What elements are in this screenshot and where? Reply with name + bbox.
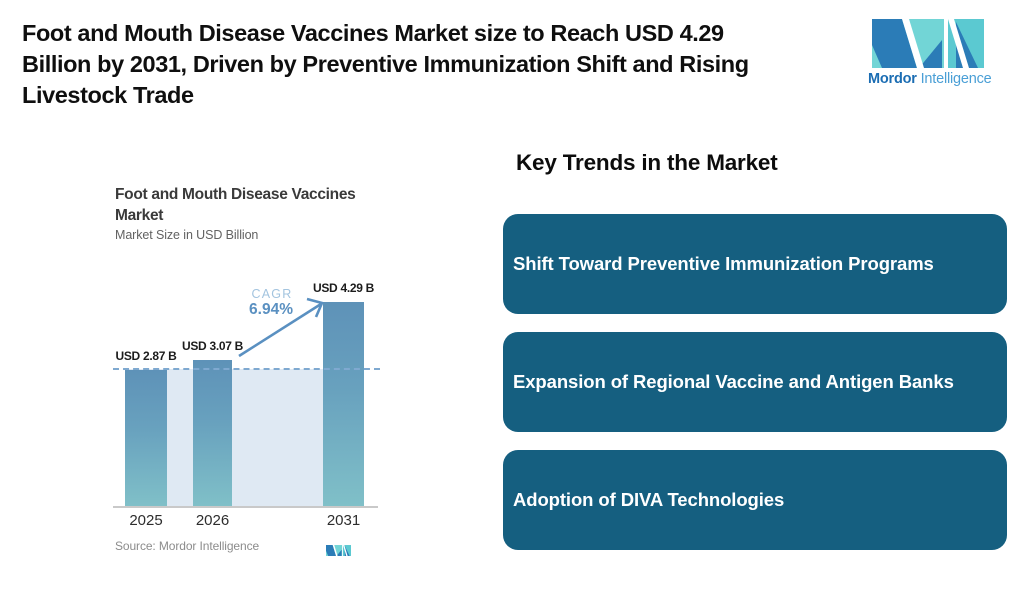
mordor-logo: Mordor Intelligence [868, 19, 992, 87]
trend-card-list: Shift Toward Preventive Immunization Pro… [503, 214, 1007, 568]
chart-title-line-2: Market [115, 207, 164, 224]
bar-value-label-2026: USD 3.07 B [181, 339, 244, 353]
year-label-2026: 2026 [195, 512, 230, 529]
trend-card-preventive-immunization: Shift Toward Preventive Immunization Pro… [503, 214, 1007, 314]
chart-title: Foot and Mouth Disease Vaccines Market [115, 184, 356, 226]
bar-value-label-2025: USD 2.87 B [115, 349, 177, 363]
trend-card-diva-technologies: Adoption of DIVA Technologies [503, 450, 1007, 550]
dashed-reference-line [113, 368, 380, 370]
trends-heading: Key Trends in the Market [516, 150, 778, 175]
year-label-2031: 2031 [326, 512, 361, 529]
bar-value-label-2031: USD 4.29 B [312, 281, 375, 295]
trend-card-label: Shift Toward Preventive Immunization Pro… [513, 253, 934, 274]
chart-subtitle: Market Size in USD Billion [115, 228, 259, 242]
cagr-label: CAGR [251, 287, 293, 301]
bar-2026 [193, 360, 232, 507]
page-title: Foot and Mouth Disease Vaccines Market s… [22, 18, 854, 111]
bar-2031 [323, 302, 364, 507]
trend-card-label: Adoption of DIVA Technologies [513, 489, 785, 510]
brand-name: Mordor Intelligence [868, 71, 992, 87]
growth-arrow-icon [235, 294, 330, 367]
chart-title-line-1: Foot and Mouth Disease Vaccines [115, 186, 356, 203]
trend-card-vaccine-antigen-banks: Expansion of Regional Vaccine and Antige… [503, 332, 1007, 432]
source-mini-logo-icon [326, 543, 351, 561]
bar-2025 [125, 370, 167, 507]
brand-name-bold: Mordor [868, 71, 917, 87]
mordor-logo-mark-icon [872, 19, 984, 68]
cagr-value: 6.94% [249, 301, 293, 318]
year-label-2025: 2025 [129, 512, 163, 529]
trend-card-label: Expansion of Regional Vaccine and Antige… [513, 371, 954, 392]
x-axis-line [113, 506, 378, 508]
brand-name-light: Intelligence [920, 71, 992, 87]
page-title-line-1: Foot and Mouth Disease Vaccines Market s… [22, 20, 724, 46]
page-title-line-2: Billion by 2031, Driven by Preventive Im… [22, 51, 749, 77]
page-title-line-3: Livestock Trade [22, 82, 194, 108]
source-note: Source: Mordor Intelligence [115, 539, 260, 553]
